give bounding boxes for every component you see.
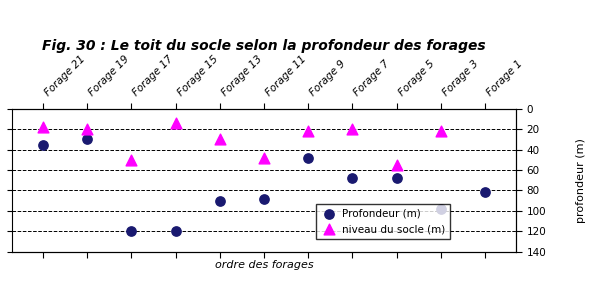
niveau du socle (m) bbox=[82, 127, 92, 131]
niveau du socle (m) bbox=[259, 155, 269, 160]
Y-axis label: profondeur (m): profondeur (m) bbox=[577, 138, 586, 223]
Profondeur (m) bbox=[82, 137, 92, 142]
Profondeur (m) bbox=[392, 176, 401, 180]
niveau du socle (m) bbox=[127, 158, 136, 162]
niveau du socle (m) bbox=[38, 125, 48, 129]
niveau du socle (m) bbox=[392, 162, 401, 167]
niveau du socle (m) bbox=[304, 129, 313, 134]
Profondeur (m) bbox=[259, 196, 269, 201]
Legend: Profondeur (m), niveau du socle (m): Profondeur (m), niveau du socle (m) bbox=[316, 204, 451, 239]
Title: Fig. 30 : Le toit du socle selon la profondeur des forages: Fig. 30 : Le toit du socle selon la prof… bbox=[42, 39, 486, 53]
Profondeur (m) bbox=[171, 229, 181, 234]
niveau du socle (m) bbox=[436, 129, 446, 134]
Profondeur (m) bbox=[215, 198, 224, 203]
niveau du socle (m) bbox=[347, 127, 357, 131]
Profondeur (m) bbox=[347, 176, 357, 180]
Profondeur (m) bbox=[38, 143, 48, 148]
Profondeur (m) bbox=[480, 190, 490, 195]
Profondeur (m) bbox=[436, 206, 446, 211]
niveau du socle (m) bbox=[171, 121, 181, 125]
Profondeur (m) bbox=[304, 155, 313, 160]
niveau du socle (m) bbox=[215, 137, 224, 142]
Profondeur (m) bbox=[127, 229, 136, 234]
X-axis label: ordre des forages: ordre des forages bbox=[215, 260, 313, 270]
